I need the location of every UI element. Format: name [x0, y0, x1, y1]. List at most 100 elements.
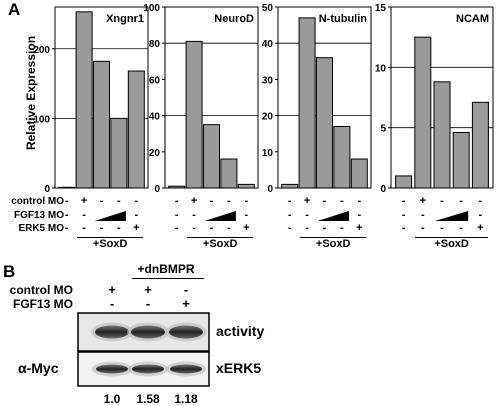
soxd-group-line [187, 237, 253, 238]
condition-mark: - [305, 209, 309, 221]
bar [414, 36, 432, 189]
condition-mark: - [357, 209, 362, 221]
y-tick-label: 15 [375, 3, 387, 14]
y-tick-label: 60 [149, 75, 161, 86]
y-tick-label: 20 [262, 112, 274, 123]
blot-right-label: activity [216, 323, 265, 339]
band [132, 364, 164, 374]
bar [350, 158, 368, 189]
y-tick-label: 0 [44, 184, 50, 195]
band [96, 364, 128, 374]
panel-a-charts: 0100200Xngnr1020406080100NeuroD010203040… [33, 3, 494, 195]
condition-mark: + [419, 195, 427, 207]
condition-mark: - [459, 222, 464, 234]
condition-mark: - [401, 222, 406, 234]
condition-row-label: control MO [11, 196, 64, 207]
condition-mark: - [209, 195, 214, 207]
condition-mark: - [134, 209, 139, 221]
quantification-value: 1.18 [174, 392, 198, 406]
bar [471, 101, 489, 189]
y-tick-label: 30 [262, 75, 274, 86]
chart-2: 0 10 20 30 40 50 N-tubulin [262, 3, 372, 195]
condition-mark: - [287, 195, 292, 207]
condition-mark: - [99, 195, 104, 207]
panel-b-letter: B [3, 262, 16, 281]
condition-mark: - [64, 222, 69, 234]
bar [333, 125, 351, 189]
condition-mark: - [287, 209, 292, 221]
chart-0: 0 100 200 Xngnr1 [33, 6, 149, 195]
bar [281, 183, 299, 189]
y-tick-label: 100 [33, 114, 50, 125]
blot-row-label: FGF13 MO [12, 297, 73, 311]
condition-mark: - [209, 222, 214, 234]
bar [75, 11, 93, 189]
blot-condition-mark: - [109, 296, 115, 311]
chart-title: NeuroD [214, 13, 254, 25]
condition-mark: - [82, 209, 86, 221]
chart-1: 0 20 40 60 80 100 NeuroD [143, 3, 259, 195]
condition-mark: - [227, 195, 231, 207]
condition-row-label: FGF13 MO [13, 210, 64, 221]
condition-mark: - [117, 195, 121, 207]
bar [220, 158, 238, 189]
condition-mark: - [64, 195, 69, 207]
condition-row-label: ERK5 MO [18, 223, 64, 234]
y-tick-label: 0 [380, 184, 386, 195]
condition-mark: - [64, 209, 69, 221]
bar [433, 81, 451, 189]
condition-mark: - [420, 222, 425, 234]
condition-mark: - [322, 195, 327, 207]
bar [316, 57, 333, 189]
y-tick-label: 5 [380, 124, 386, 135]
condition-mark: - [99, 222, 104, 234]
panel-a-letter: A [8, 0, 21, 19]
soxd-group-line [415, 237, 488, 238]
condition-mark: - [420, 209, 425, 221]
condition-mark: - [478, 195, 483, 207]
band [95, 325, 129, 339]
soxd-group-line [300, 237, 366, 238]
condition-mark: - [401, 195, 406, 207]
condition-mark: - [174, 209, 179, 221]
band [169, 325, 203, 339]
quantification-value: 1.0 [103, 392, 121, 406]
condition-mark: - [192, 209, 196, 221]
panel-b-blot [77, 312, 210, 387]
condition-mark: + [133, 222, 140, 234]
band [170, 364, 202, 374]
bar [395, 175, 413, 189]
condition-mark: - [440, 195, 444, 207]
soxd-group-label: +SoxD [315, 238, 351, 250]
condition-mark: - [82, 222, 86, 234]
chart-3: 0 5 10 15 NCAM [375, 3, 494, 195]
chart-title: Xngnr1 [106, 13, 144, 25]
blot-condition-mark: + [108, 282, 116, 297]
y-tick-label: 10 [262, 148, 274, 159]
bar [58, 186, 76, 189]
y-tick-label: 0 [267, 184, 273, 195]
condition-mark: - [174, 222, 179, 234]
bar [110, 117, 128, 189]
condition-mark: - [459, 195, 464, 207]
band [131, 325, 165, 339]
soxd-group-line [77, 237, 143, 238]
bar [237, 183, 255, 189]
y-tick-label: 200 [33, 45, 50, 56]
blot-condition-mark: - [183, 282, 189, 297]
condition-mark: - [244, 209, 249, 221]
y-tick-label: 0 [154, 184, 160, 195]
condition-mark: - [340, 195, 344, 207]
soxd-group-label: +SoxD [202, 238, 238, 250]
bar [185, 40, 203, 189]
chart-title: N-tubulin [319, 13, 368, 25]
condition-mark: - [192, 222, 196, 234]
condition-mark: - [305, 222, 309, 234]
y-tick-label: 40 [149, 112, 161, 123]
condition-mark: + [356, 222, 363, 234]
condition-mark: + [190, 195, 198, 207]
y-tick-label: 20 [149, 148, 161, 159]
bar [127, 70, 145, 189]
y-tick-label: 40 [262, 39, 274, 50]
condition-mark: - [401, 209, 406, 221]
